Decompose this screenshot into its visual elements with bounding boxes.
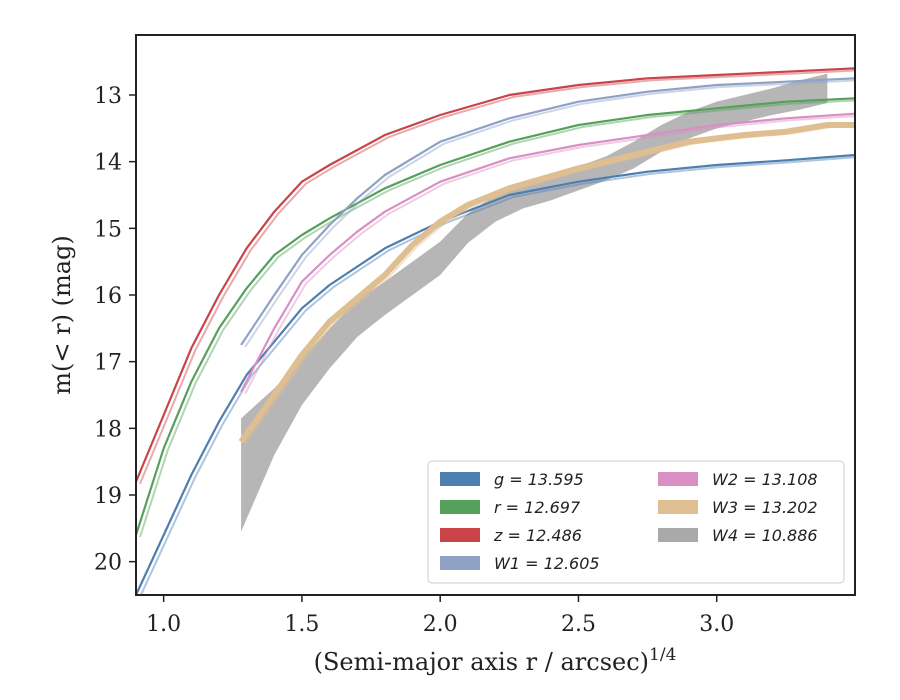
legend-label: g = 13.595 xyxy=(494,470,584,489)
legend-swatch xyxy=(440,500,480,514)
legend-label: z = 12.486 xyxy=(493,526,582,545)
legend-label: W4 = 10.886 xyxy=(712,526,818,545)
legend-swatch xyxy=(658,500,698,514)
x-axis-label-main: (Semi-major axis r / arcsec) xyxy=(314,648,649,676)
y-tick-label: 13 xyxy=(94,84,122,109)
series-4-line xyxy=(240,112,855,393)
y-tick-label: 18 xyxy=(94,417,122,442)
series-0-line-faint xyxy=(139,156,855,595)
y-tick-label: 15 xyxy=(94,217,122,242)
legend-swatch xyxy=(440,556,480,570)
legend-swatch xyxy=(440,472,480,486)
x-axis-label-superscript: 1/4 xyxy=(649,645,676,665)
series-5-line xyxy=(238,122,855,444)
x-tick-label: 2.5 xyxy=(561,612,596,637)
y-tick-label: 16 xyxy=(94,284,122,309)
legend-label: W2 = 13.108 xyxy=(712,470,818,489)
series-6-band xyxy=(241,73,828,532)
series-4-line-faint xyxy=(244,114,855,395)
series-3-line xyxy=(240,77,855,346)
legend-swatch xyxy=(658,472,698,486)
x-tick-label: 1.5 xyxy=(284,612,319,637)
x-tick-label: 2.0 xyxy=(423,612,458,637)
y-axis-label: m(< r) (mag) xyxy=(48,235,76,394)
y-tick-label: 19 xyxy=(94,484,122,509)
plot-frame xyxy=(135,34,856,596)
x-axis-label: (Semi-major axis r / arcsec)1/4 xyxy=(314,645,677,676)
series-3-line-faint xyxy=(244,79,855,348)
y-ticks: 13 14 15 16 17 18 19 20 xyxy=(94,84,136,576)
series-0-line xyxy=(136,153,855,595)
series-2-line-faint xyxy=(139,69,855,485)
y-tick-label: 20 xyxy=(94,551,122,576)
series-2-line xyxy=(136,67,855,483)
series-lines xyxy=(136,67,855,595)
legend: g = 13.595 r = 12.697 z = 12.486 W1 = 12.60… xyxy=(427,460,845,584)
x-tick-label: 1.0 xyxy=(146,612,181,637)
series-1-line xyxy=(136,97,855,536)
legend-swatch xyxy=(658,528,698,542)
legend-label: W1 = 12.605 xyxy=(494,554,600,573)
uncertainty-bands xyxy=(241,73,828,532)
y-tick-label: 17 xyxy=(94,351,122,376)
legend-label: W3 = 13.202 xyxy=(712,498,818,517)
series-1-line-faint xyxy=(139,99,855,538)
x-tick-label: 3.0 xyxy=(699,612,734,637)
legend-label: r = 12.697 xyxy=(494,498,581,517)
x-ticks: 1.0 1.5 2.0 2.5 3.0 xyxy=(146,595,734,637)
legend-swatch xyxy=(440,528,480,542)
legend-box xyxy=(427,460,845,584)
y-tick-label: 14 xyxy=(94,151,122,176)
